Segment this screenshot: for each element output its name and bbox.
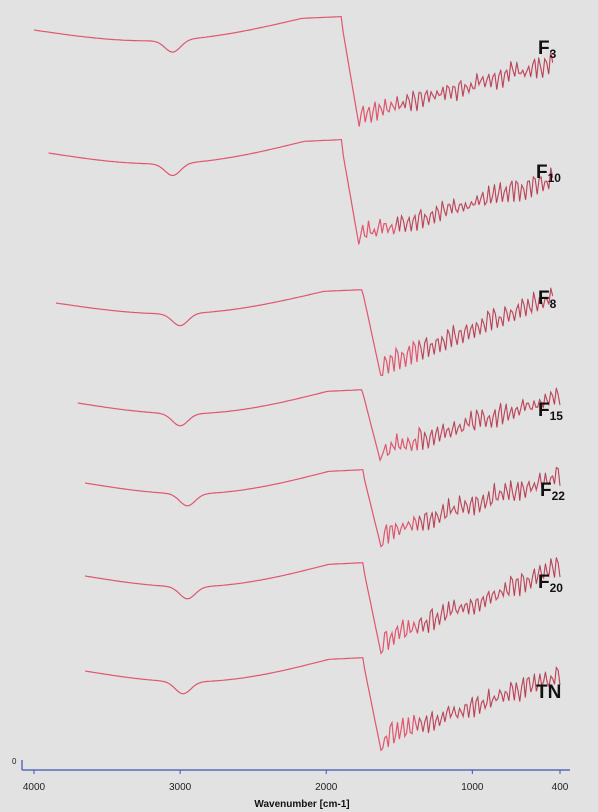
x-tick-label: 400 xyxy=(552,782,569,793)
series-label-sub: 22 xyxy=(551,489,565,503)
series-label: F3 xyxy=(538,38,556,61)
spectrum-trace-overlay xyxy=(417,556,561,633)
spectrum-trace xyxy=(85,657,561,752)
series-label-sub: 3 xyxy=(549,47,557,61)
spectrum-trace xyxy=(77,388,561,463)
spectrum-trace xyxy=(55,288,554,377)
spectrum-trace-overlay xyxy=(396,50,553,111)
spectrum-trace-overlay xyxy=(417,466,561,530)
spectrum-trace xyxy=(48,138,554,245)
y-axis-zero-label: 0 xyxy=(12,757,17,766)
series-label-sub: 10 xyxy=(547,171,561,185)
series-label-main: F xyxy=(538,38,550,59)
spectra-traces xyxy=(33,15,561,752)
spectrum-trace-overlay xyxy=(395,167,553,231)
series-label-sub: 20 xyxy=(549,581,563,595)
series-label-main: TN xyxy=(536,682,562,703)
x-axis-title: Wavenumber [cm-1] xyxy=(254,799,349,810)
series-label: TN xyxy=(536,682,561,704)
series-label-main: F xyxy=(538,400,550,421)
series-label-main: F xyxy=(538,288,550,309)
series-label: F10 xyxy=(536,162,561,185)
spectrum-trace-overlay xyxy=(418,387,561,449)
x-tick-label: 3000 xyxy=(169,782,192,793)
spectrum-trace-overlay xyxy=(417,666,561,733)
series-label: F15 xyxy=(538,400,563,423)
spectrum-trace-overlay xyxy=(418,287,553,359)
series-label-sub: 8 xyxy=(549,297,557,311)
series-label: F22 xyxy=(540,480,565,503)
x-axis: 0 4000 3000 2000 1000 400 Wavenumber [cm-1] xyxy=(12,757,570,810)
spectrum-trace xyxy=(33,15,554,127)
x-tick-label: 1000 xyxy=(461,782,484,793)
series-label: F8 xyxy=(538,288,556,311)
spectrum-trace xyxy=(85,466,561,548)
x-tick-label: 2000 xyxy=(315,782,338,793)
series-label-main: F xyxy=(540,480,552,501)
series-label: F20 xyxy=(538,572,563,595)
series-label-sub: 15 xyxy=(549,409,563,423)
series-label-main: F xyxy=(536,162,548,183)
x-ticks: 4000 3000 2000 1000 400 xyxy=(23,770,569,793)
x-tick-label: 4000 xyxy=(23,782,46,793)
series-label-main: F xyxy=(538,572,550,593)
spectrum-trace xyxy=(85,557,561,655)
